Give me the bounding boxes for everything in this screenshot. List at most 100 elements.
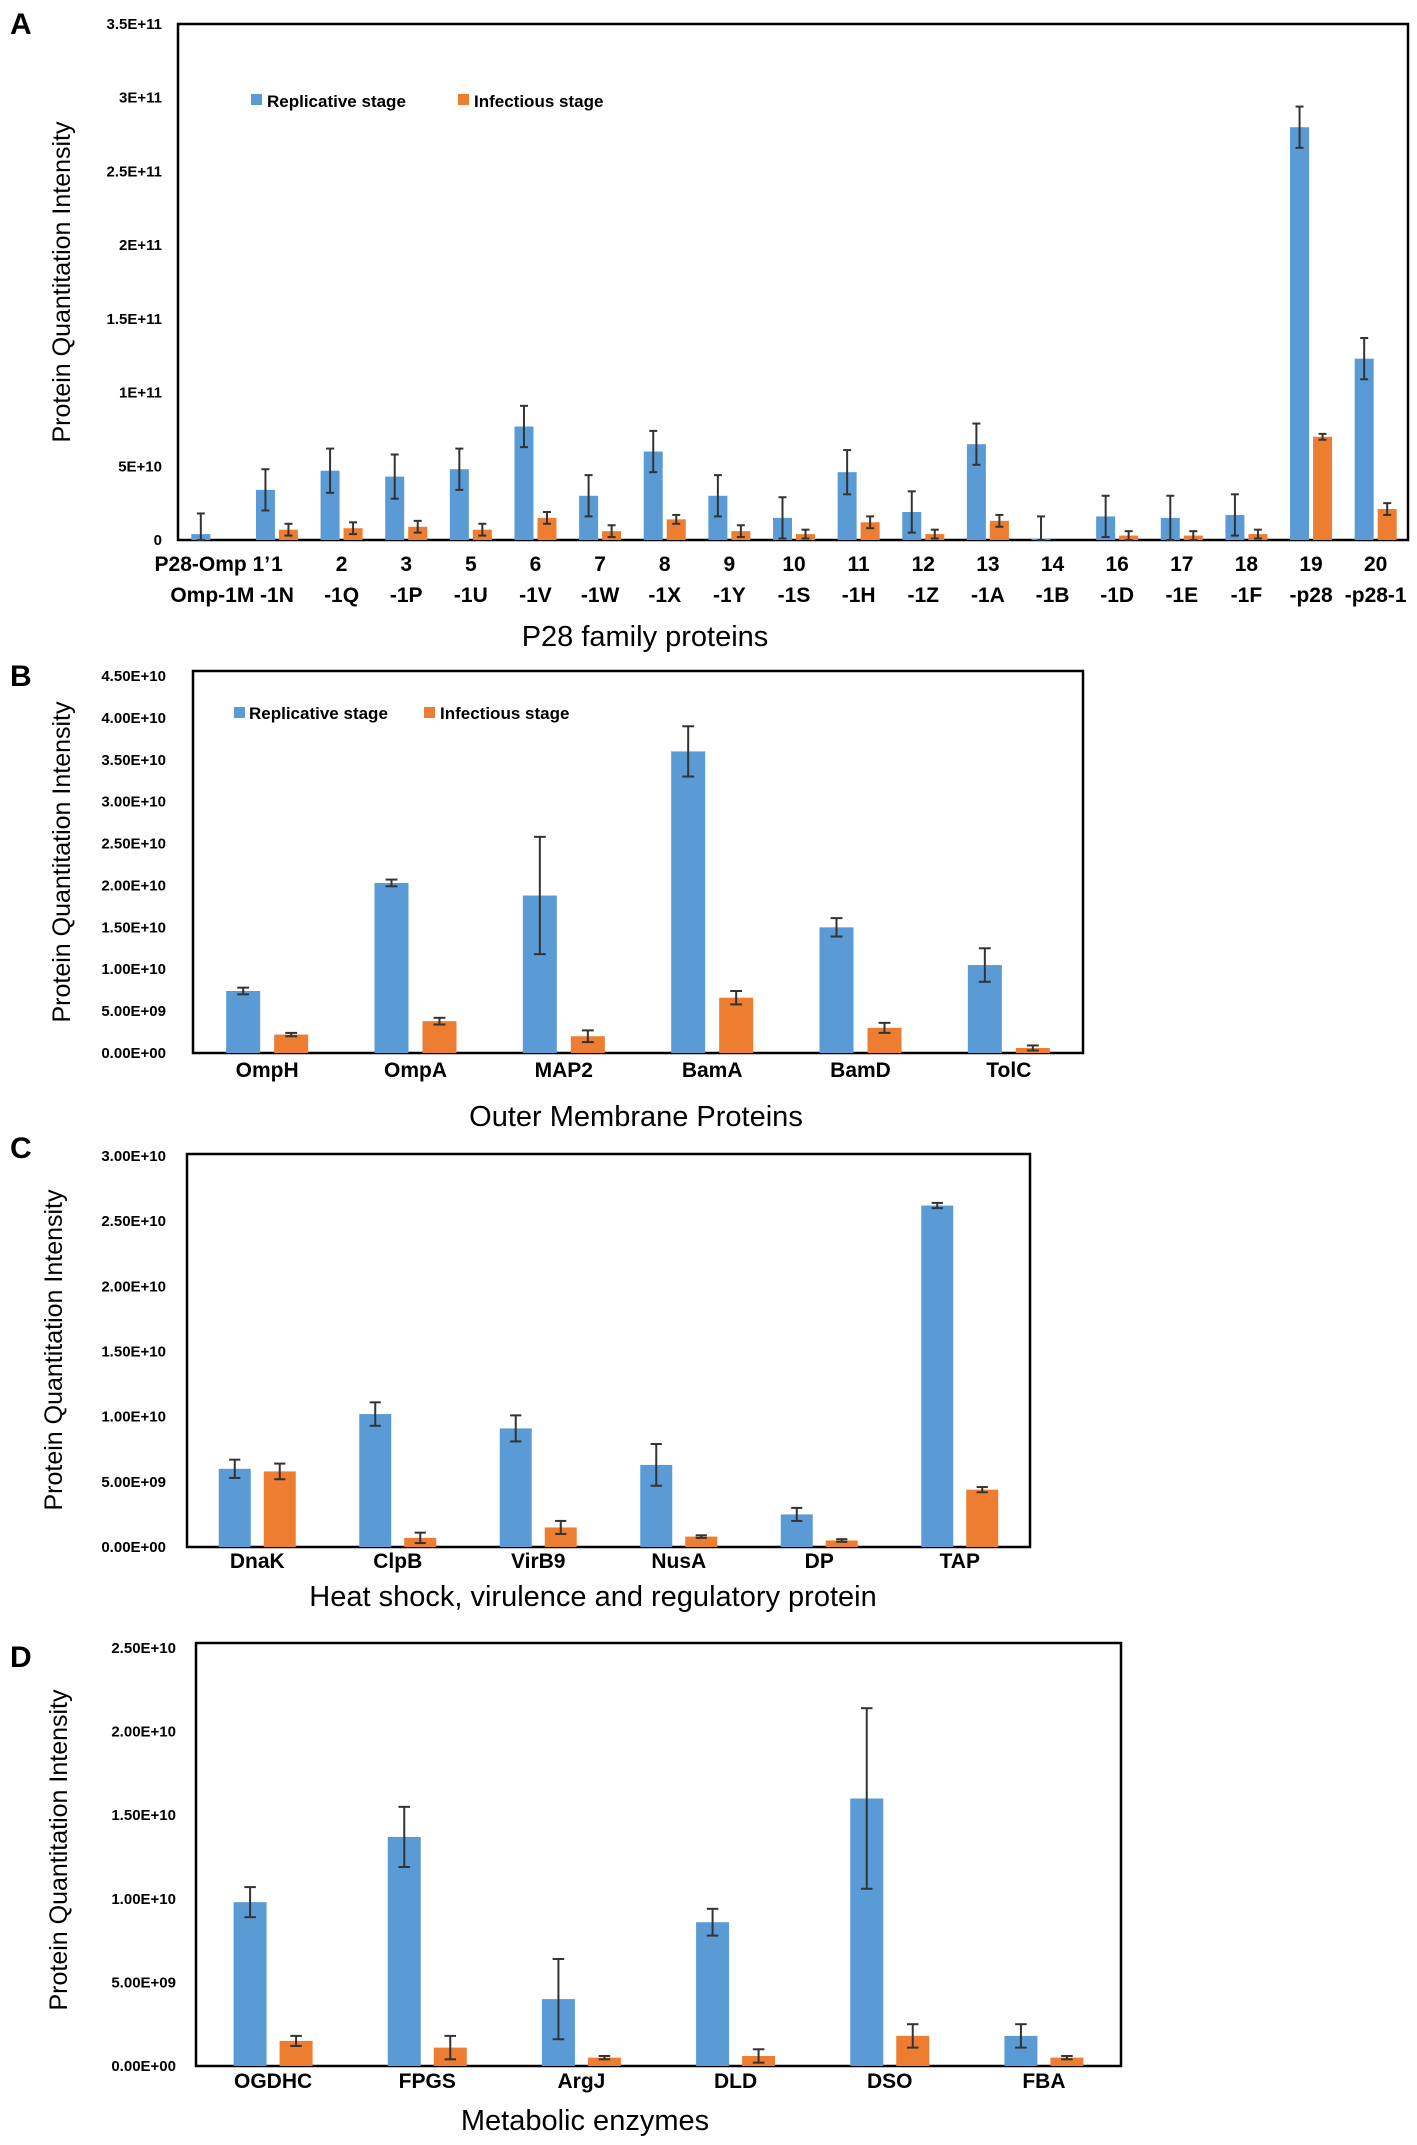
bar-infectious <box>1313 436 1333 540</box>
x-tick-label: -1B <box>1036 584 1070 607</box>
x-tick-label: 20 <box>1364 553 1387 576</box>
bar-infectious <box>537 517 557 540</box>
x-tick-label: OmpH <box>236 1059 299 1082</box>
x-tick-label: 17 <box>1170 553 1193 576</box>
bar-replicative <box>643 451 663 540</box>
bar-replicative <box>921 1205 954 1547</box>
x-tick-label: -1Y <box>713 584 746 607</box>
y-tick-label: 2.00E+10 <box>101 877 166 894</box>
x-tick-label: -1P <box>390 584 423 607</box>
y-tick-label: 3.5E+11 <box>107 16 162 33</box>
x-tick-label: 19 <box>1299 553 1322 576</box>
panel-a-y-ticks: 0 5E+10 1E+11 1.5E+11 2E+11 2.5E+11 3E+11 3.5E+… <box>107 16 162 549</box>
y-tick-label: 0.00E+00 <box>101 1539 166 1556</box>
x-tick-label: -1E <box>1165 584 1198 607</box>
bar-replicative <box>449 469 469 540</box>
x-tick-label: DSO <box>867 2070 913 2093</box>
y-tick-label: 2.5E+11 <box>107 163 162 180</box>
bar-replicative <box>514 426 534 540</box>
y-tick-label: 1.50E+10 <box>101 1344 166 1361</box>
panel-b: B Protein Quantitation Intensity Outer M… <box>10 660 1085 1133</box>
y-tick-label: 0.00E+00 <box>101 1045 166 1062</box>
y-tick-label: 5.00E+09 <box>111 1974 176 1991</box>
legend-label-replicative: Replicative stage <box>267 92 406 111</box>
bar-replicative <box>226 991 261 1053</box>
bar-replicative <box>708 495 728 540</box>
panel-c-y-ticks: 0.00E+00 5.00E+09 1.00E+10 1.50E+10 2.00E+10… <box>101 1148 166 1556</box>
x-tick-label: DnaK <box>230 1550 285 1573</box>
x-tick-label: 16 <box>1105 553 1128 576</box>
bar-infectious <box>719 997 754 1053</box>
panel-b-plot-frame <box>191 669 1085 1055</box>
bar-infectious <box>989 520 1009 540</box>
x-tick-label: DP <box>805 1550 834 1573</box>
x-tick-label: 13 <box>976 553 999 576</box>
panel-c-x-ticks: DnaK ClpB VirB9 NusA DP TAP <box>230 1550 980 1573</box>
y-tick-label: 2.00E+10 <box>101 1278 166 1295</box>
bar-replicative <box>819 927 854 1053</box>
bar-infectious <box>544 1527 577 1547</box>
y-tick-label: 1.50E+10 <box>101 919 166 936</box>
panel-c-label: C <box>10 1132 32 1165</box>
bar-infectious <box>966 1489 999 1547</box>
legend-label-replicative: Replicative stage <box>249 704 388 723</box>
y-tick-label: 2.00E+10 <box>111 1724 176 1741</box>
panel-a-x-axis-title: P28 family proteins <box>522 621 769 653</box>
bar-replicative <box>385 476 405 540</box>
bar-replicative <box>1290 127 1310 540</box>
x-tick-label: BamA <box>682 1059 743 1082</box>
legend-swatch-infectious <box>424 707 435 718</box>
panel-a-x-ticks: P28-Omp 1’ Omp-1M 1 -1N 2 -1Q 3 -1P 5 -1U 6 -1V 7 -1W… <box>155 553 1407 607</box>
y-tick-label: 1.5E+11 <box>107 311 162 328</box>
bar-replicative <box>359 1414 392 1547</box>
x-tick-label: Omp-1M <box>170 584 254 607</box>
bar-infectious <box>666 519 686 540</box>
bar-infectious <box>587 2057 621 2066</box>
x-tick-label: -p28-1 <box>1345 584 1407 607</box>
panel-c-bars <box>218 1201 999 1547</box>
x-tick-label: 2 <box>336 553 348 576</box>
y-tick-label: 4.50E+10 <box>101 668 166 685</box>
panel-b-x-ticks: OmpH OmpA MAP2 BamA BamD TolC <box>236 1059 1032 1082</box>
y-tick-label: 3E+11 <box>119 90 162 107</box>
panel-d: D Protein Quantitation Intensity Metabol… <box>10 1640 1123 2137</box>
x-tick-label: 9 <box>724 553 736 576</box>
x-tick-label: FPGS <box>399 2070 456 2093</box>
x-tick-label: ArgJ <box>557 2070 605 2093</box>
y-tick-label: 1.50E+10 <box>111 1807 176 1824</box>
panel-c: C Protein Quantitation Intensity Heat sh… <box>10 1132 1032 1613</box>
panel-d-x-axis-title: Metabolic enzymes <box>461 2105 709 2137</box>
y-tick-label: 1.00E+10 <box>111 1891 176 1908</box>
panel-b-y-ticks: 0.00E+00 5.00E+09 1.00E+10 1.50E+10 2.00E+10… <box>101 668 166 1062</box>
x-tick-label: 12 <box>912 553 935 576</box>
bar-replicative <box>233 1902 267 2066</box>
y-tick-label: 0.00E+00 <box>111 2058 176 2075</box>
bar-infectious <box>825 1540 858 1547</box>
x-tick-label: 11 <box>848 553 871 576</box>
legend-swatch-replicative <box>251 94 262 105</box>
y-tick-label: 5.00E+09 <box>101 1003 166 1020</box>
bar-replicative <box>837 472 857 540</box>
y-tick-label: 3.00E+10 <box>101 794 166 811</box>
panel-a-bars <box>191 105 1397 541</box>
legend-label-infectious: Infectious stage <box>474 92 603 111</box>
panel-d-x-ticks: OGDHC FPGS ArgJ DLD DSO FBA <box>234 2070 1066 2093</box>
x-tick-label: -1U <box>454 584 488 607</box>
legend-swatch-infectious <box>458 94 469 105</box>
x-tick-label: NusA <box>651 1550 706 1573</box>
y-tick-label: 2.50E+10 <box>101 1213 166 1230</box>
x-tick-label: -1Z <box>908 584 940 607</box>
bar-replicative <box>218 1468 251 1547</box>
legend-swatch-replicative <box>234 707 245 718</box>
bar-replicative <box>387 1836 421 2066</box>
panel-a-label: A <box>10 8 32 41</box>
x-tick-label: -1F <box>1231 584 1263 607</box>
x-tick-label: OmpA <box>384 1059 447 1082</box>
x-tick-label: -1X <box>648 584 681 607</box>
panel-a-plot-frame <box>176 22 1410 542</box>
y-tick-label: 5E+10 <box>118 458 162 475</box>
panel-b-x-axis-title: Outer Membrane Proteins <box>469 1101 803 1133</box>
panel-d-plot-frame <box>194 1641 1123 2068</box>
bar-infectious <box>860 522 880 540</box>
